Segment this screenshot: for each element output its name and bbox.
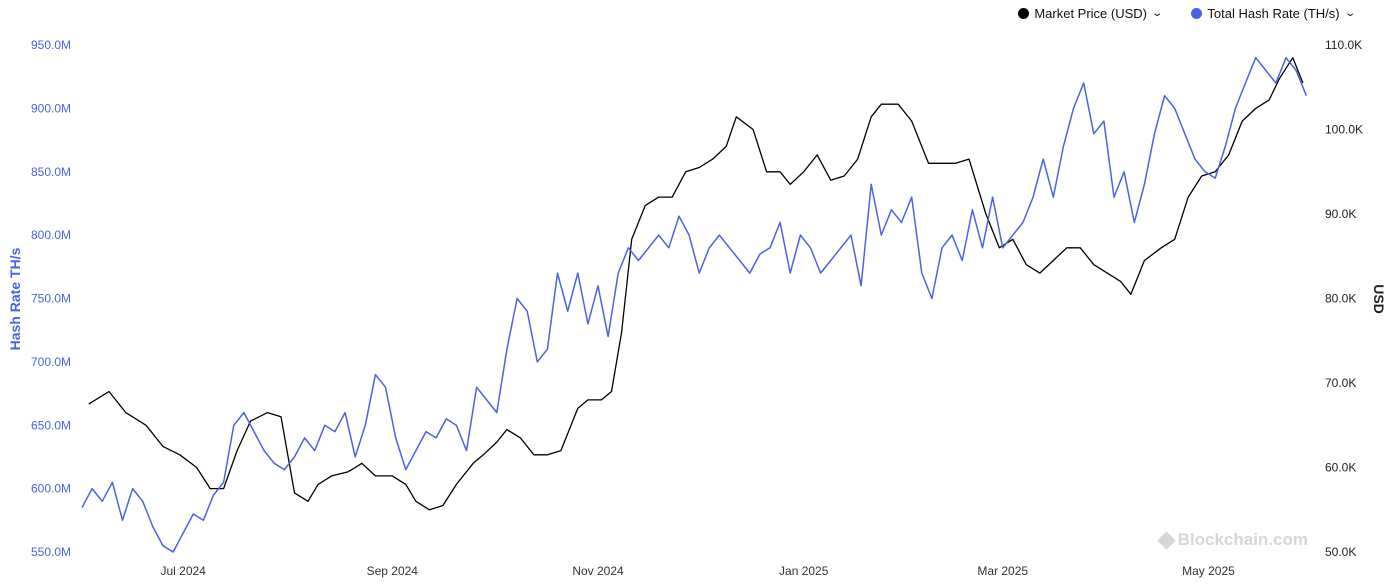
legend-hash-label: Total Hash Rate (TH/s) xyxy=(1207,6,1340,21)
right-axis-label: USD xyxy=(1371,284,1387,314)
watermark: Blockchain.com xyxy=(1156,530,1308,550)
left-tick-label: 750.0M xyxy=(31,292,71,306)
left-axis-label: Hash Rate TH/s xyxy=(7,247,23,350)
legend: Market Price (USD) ⌄ Total Hash Rate (TH… xyxy=(1018,6,1356,21)
right-tick-label: 90.0K xyxy=(1325,207,1356,221)
left-axis-ticks: 550.0M 600.0M 650.0M 700.0M 750.0M 800.0M 850.… xyxy=(31,38,71,559)
right-tick-label: 80.0K xyxy=(1325,292,1356,306)
right-tick-label: 110.0K xyxy=(1325,38,1362,52)
x-tick-label: Jan 2025 xyxy=(779,564,829,578)
left-tick-label: 550.0M xyxy=(31,545,71,559)
x-tick-label: Nov 2024 xyxy=(572,564,624,578)
left-tick-label: 900.0M xyxy=(31,101,71,115)
left-tick-label: 800.0M xyxy=(31,228,71,242)
right-tick-label: 60.0K xyxy=(1325,461,1356,475)
left-tick-label: 850.0M xyxy=(31,165,71,179)
left-tick-label: 600.0M xyxy=(31,482,71,496)
left-tick-label: 700.0M xyxy=(31,355,71,369)
chevron-down-icon: ⌄ xyxy=(1151,8,1164,19)
series-layer xyxy=(81,56,1307,553)
blockchain-logo-icon xyxy=(1156,530,1176,550)
left-tick-label: 950.0M xyxy=(31,38,71,52)
x-tick-label: May 2025 xyxy=(1182,564,1235,578)
watermark-text: Blockchain.com xyxy=(1177,530,1308,549)
legend-item-price[interactable]: Market Price (USD) ⌄ xyxy=(1018,6,1164,21)
x-tick-label: Sep 2024 xyxy=(367,564,419,578)
hash-rate-series-line xyxy=(81,56,1307,553)
right-tick-label: 70.0K xyxy=(1325,376,1356,390)
legend-item-hash[interactable]: Total Hash Rate (TH/s) ⌄ xyxy=(1191,6,1356,21)
chevron-down-icon: ⌄ xyxy=(1343,8,1356,19)
left-tick-label: 650.0M xyxy=(31,418,71,432)
hash-series-dot-icon xyxy=(1191,8,1203,19)
x-tick-label: Jul 2024 xyxy=(160,564,206,578)
legend-price-label: Market Price (USD) xyxy=(1034,6,1148,21)
price-series-dot-icon xyxy=(1018,8,1030,19)
right-axis-ticks: 50.0K 60.0K 70.0K 80.0K 90.0K 100.0K 110.0K xyxy=(1325,38,1363,559)
market-price-series-line xyxy=(88,57,1304,511)
right-tick-label: 50.0K xyxy=(1325,545,1356,559)
x-tick-label: Mar 2025 xyxy=(977,564,1028,578)
right-tick-label: 100.0K xyxy=(1325,123,1363,137)
x-axis-ticks: Jul 2024 Sep 2024 Nov 2024 Jan 2025 Mar 2025… xyxy=(160,564,1235,578)
